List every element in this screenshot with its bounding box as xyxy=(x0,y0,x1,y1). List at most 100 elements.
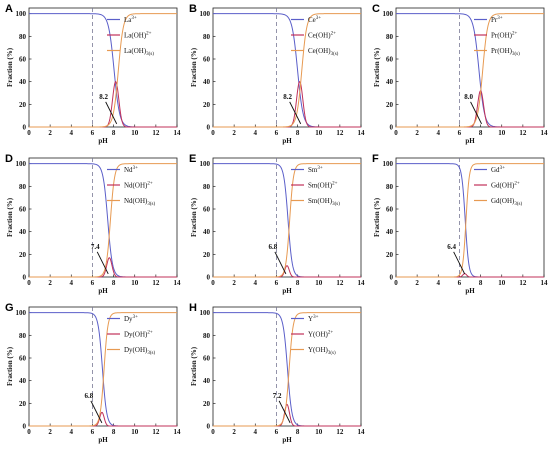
series-line-ion xyxy=(396,163,544,278)
x-tick-label: 0 xyxy=(394,129,398,137)
series-line-ion xyxy=(29,312,177,427)
legend-label: Gd(OH)2+ xyxy=(491,182,520,190)
y-tick-label: 20 xyxy=(19,251,27,259)
x-tick-label: 2 xyxy=(232,129,236,137)
x-tick-label: 10 xyxy=(131,279,139,287)
annotation-label: 7.2 xyxy=(273,392,282,400)
y-tick-label: 60 xyxy=(19,355,27,363)
x-tick-label: 14 xyxy=(358,129,366,137)
panel-letter: D xyxy=(5,153,13,165)
series-line-hydroxo xyxy=(29,80,177,128)
y-tick-label: 100 xyxy=(16,160,27,168)
x-tick-label: 6 xyxy=(91,428,95,436)
legend-charge: 3+ xyxy=(317,166,323,171)
y-tick-label: 60 xyxy=(203,206,211,214)
x-tick-label: 4 xyxy=(254,428,258,436)
x-tick-label: 12 xyxy=(152,428,160,436)
x-tick-label: 10 xyxy=(315,129,323,137)
x-tick-label: 4 xyxy=(254,129,258,137)
annotation-label: 7.4 xyxy=(91,243,100,251)
legend-charge: 3+ xyxy=(133,166,139,171)
legend-label: Sm(OH)3(s) xyxy=(308,197,340,207)
x-axis-title: pH xyxy=(465,137,475,145)
x-tick-label: 2 xyxy=(48,428,52,436)
legend-charge: 2+ xyxy=(514,182,520,187)
annotation-label: 6.4 xyxy=(447,243,456,251)
y-tick-label: 0 xyxy=(207,124,211,132)
x-tick-label: 10 xyxy=(131,129,139,137)
legend-label: Dy3+ xyxy=(124,315,138,323)
x-tick-label: 2 xyxy=(232,279,236,287)
legend-charge: 2+ xyxy=(147,182,153,187)
y-tick-label: 40 xyxy=(203,228,211,236)
y-tick-label: 0 xyxy=(23,274,27,282)
x-tick-label: 8 xyxy=(112,428,116,436)
x-tick-label: 6 xyxy=(275,279,279,287)
legend-charge: 2+ xyxy=(332,182,338,187)
annotation-leader xyxy=(453,251,466,275)
legend-charge: 2+ xyxy=(331,32,337,37)
x-tick-label: 8 xyxy=(479,279,483,287)
plot-frame xyxy=(212,157,362,278)
legend-phase: 3(s) xyxy=(514,202,522,207)
series-line-hydroxo xyxy=(213,403,361,427)
legend-phase: 3(s) xyxy=(332,202,340,207)
y-tick-label: 100 xyxy=(200,10,211,18)
y-tick-label: 40 xyxy=(19,377,27,385)
x-tick-label: 4 xyxy=(70,428,74,436)
annotation-leader xyxy=(289,101,302,125)
legend-label: Gd(OH)3(s) xyxy=(491,197,522,207)
chart-panel-g: G 0 2 4 6 8 10 12 14 0 20 40 60 80 100 pH Fraction (%) 6.… xyxy=(5,302,181,444)
y-tick-label: 0 xyxy=(207,274,211,282)
y-axis-title: Fraction (%) xyxy=(373,47,381,87)
x-tick-label: 6 xyxy=(458,129,462,137)
plot-frame xyxy=(28,306,178,427)
series-line-ion xyxy=(29,163,177,278)
y-tick-label: 20 xyxy=(19,101,27,109)
x-tick-label: 10 xyxy=(315,428,323,436)
y-axis-title: Fraction (%) xyxy=(6,197,14,237)
series-line-solid xyxy=(396,163,544,278)
legend-label: Sm3+ xyxy=(308,166,323,174)
legend-formula: Gd(OH) xyxy=(491,197,515,205)
x-axis-title: pH xyxy=(465,287,475,295)
series-line-solid xyxy=(213,312,361,427)
legend-formula: Ce(OH) xyxy=(308,32,331,40)
series-line-ion xyxy=(396,13,544,128)
legend-charge: 3+ xyxy=(131,16,137,21)
y-tick-label: 20 xyxy=(203,101,211,109)
legend-label: La3+ xyxy=(124,16,137,24)
plot-frame xyxy=(212,306,362,427)
x-tick-label: 6 xyxy=(458,279,462,287)
legend-charge: 3+ xyxy=(500,166,506,171)
x-tick-label: 0 xyxy=(27,279,31,287)
legend-label: La(OH)3(s) xyxy=(124,47,154,57)
y-tick-label: 100 xyxy=(16,309,27,317)
annotation-label: 6.8 xyxy=(85,392,94,400)
x-tick-label: 4 xyxy=(437,129,441,137)
x-tick-label: 4 xyxy=(70,279,74,287)
legend-formula: Gd xyxy=(491,166,500,174)
series-line-solid xyxy=(213,163,361,278)
legend-formula: Nd(OH) xyxy=(124,197,148,205)
x-tick-label: 12 xyxy=(519,129,527,137)
legend-formula: Ce(OH) xyxy=(308,47,331,55)
legend-label: La(OH)2+ xyxy=(124,32,152,40)
series-line-hydroxo xyxy=(213,265,361,278)
y-tick-label: 100 xyxy=(200,309,211,317)
annotation-leader xyxy=(278,400,291,424)
y-axis-title: Fraction (%) xyxy=(373,197,381,237)
x-tick-label: 2 xyxy=(415,129,419,137)
legend-formula: Sm(OH) xyxy=(308,182,333,190)
x-tick-label: 12 xyxy=(336,129,344,137)
annotation-leader xyxy=(96,251,109,275)
x-tick-label: 12 xyxy=(519,279,527,287)
x-axis-title: pH xyxy=(98,287,108,295)
plot-frame xyxy=(28,7,178,128)
y-tick-label: 0 xyxy=(390,124,394,132)
x-tick-label: 2 xyxy=(48,279,52,287)
y-tick-label: 80 xyxy=(19,33,27,41)
plot-frame xyxy=(395,157,545,278)
chart-panel-a: A 0 2 4 6 8 10 12 14 0 20 40 60 80 100 pH Fraction (%) 8.… xyxy=(5,3,181,145)
x-tick-label: 12 xyxy=(336,428,344,436)
